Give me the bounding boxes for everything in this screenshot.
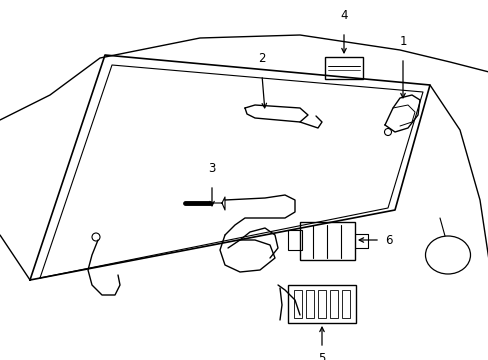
Bar — [341, 290, 349, 318]
Text: 6: 6 — [384, 234, 392, 247]
Text: 2: 2 — [258, 52, 265, 65]
Text: 1: 1 — [398, 35, 406, 48]
Text: 5: 5 — [318, 352, 325, 360]
Text: 3: 3 — [208, 162, 215, 175]
Bar — [325, 57, 362, 79]
Bar — [287, 285, 355, 323]
Bar — [293, 290, 302, 318]
Bar — [299, 222, 354, 260]
Text: 4: 4 — [340, 9, 347, 22]
Bar — [287, 230, 302, 250]
Bar — [305, 290, 313, 318]
Bar — [329, 290, 337, 318]
Bar — [317, 290, 325, 318]
